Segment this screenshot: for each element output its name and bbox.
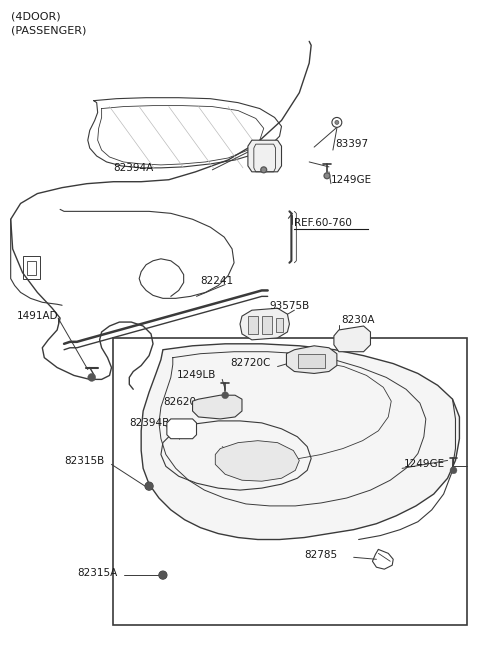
Polygon shape bbox=[240, 309, 289, 340]
Polygon shape bbox=[192, 395, 242, 419]
Circle shape bbox=[450, 467, 457, 474]
Text: 8230A: 8230A bbox=[341, 315, 374, 325]
Text: 1249GE: 1249GE bbox=[331, 175, 372, 185]
Polygon shape bbox=[248, 140, 281, 172]
Text: 1491AD: 1491AD bbox=[17, 311, 58, 321]
Polygon shape bbox=[141, 344, 459, 540]
Circle shape bbox=[335, 121, 339, 124]
Polygon shape bbox=[167, 419, 196, 439]
Circle shape bbox=[88, 373, 96, 381]
Text: 82315B: 82315B bbox=[64, 457, 104, 466]
Polygon shape bbox=[248, 316, 258, 334]
Polygon shape bbox=[262, 316, 272, 334]
Polygon shape bbox=[334, 326, 371, 352]
Text: 82720C: 82720C bbox=[230, 358, 271, 367]
Text: 82785: 82785 bbox=[304, 550, 337, 560]
Circle shape bbox=[324, 173, 330, 179]
Text: (PASSENGER): (PASSENGER) bbox=[11, 26, 86, 35]
Circle shape bbox=[222, 392, 228, 399]
Text: 93575B: 93575B bbox=[270, 301, 310, 311]
Circle shape bbox=[261, 167, 267, 173]
Text: 82620: 82620 bbox=[163, 397, 196, 407]
Text: REF.60-760: REF.60-760 bbox=[294, 218, 352, 228]
Text: 82241: 82241 bbox=[201, 276, 234, 286]
Circle shape bbox=[332, 117, 342, 127]
Text: (4DOOR): (4DOOR) bbox=[11, 12, 60, 22]
Polygon shape bbox=[216, 441, 300, 481]
Text: 1249GE: 1249GE bbox=[404, 459, 445, 470]
Text: 1249LB: 1249LB bbox=[177, 371, 216, 381]
Text: 82315A: 82315A bbox=[77, 568, 117, 578]
Circle shape bbox=[159, 571, 167, 579]
Text: 83397: 83397 bbox=[335, 139, 368, 149]
Text: 82394A: 82394A bbox=[113, 163, 153, 173]
Polygon shape bbox=[276, 318, 284, 332]
Text: 82394B: 82394B bbox=[129, 418, 169, 428]
Circle shape bbox=[145, 482, 153, 490]
Polygon shape bbox=[287, 346, 337, 373]
Polygon shape bbox=[298, 354, 325, 367]
Bar bbox=[113, 338, 468, 624]
